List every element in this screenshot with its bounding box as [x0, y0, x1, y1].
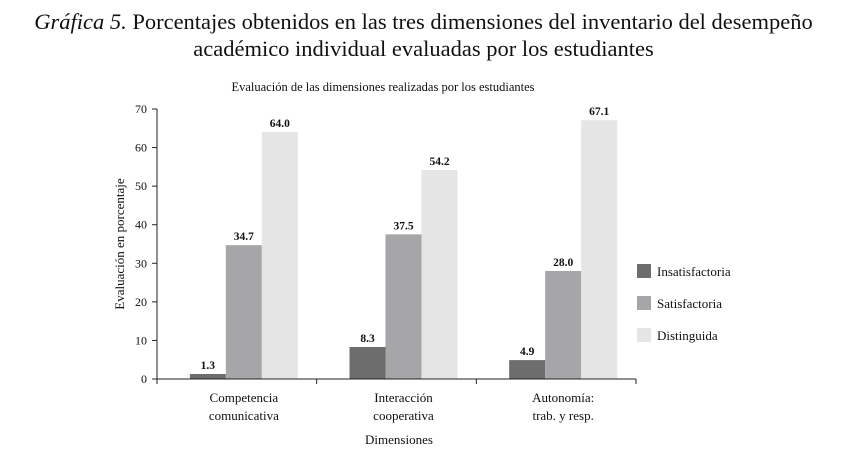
data-label: 1.3	[201, 360, 216, 372]
y-axis: 0 10 20 30 40 50 60 70	[135, 102, 158, 386]
y-tick-label: 0	[141, 372, 147, 386]
bar	[349, 346, 386, 379]
x-category-label-line: trab. y resp.	[532, 408, 593, 423]
y-tick-label: 60	[135, 141, 147, 155]
data-label: 37.5	[393, 220, 413, 232]
chart-title: Evaluación de las dimensiones realizadas…	[231, 80, 534, 94]
x-category-label: Autonomía: trab. y resp.	[532, 390, 594, 423]
data-label: 64.0	[270, 118, 290, 130]
bar	[189, 373, 226, 379]
y-tick-label: 40	[135, 218, 147, 232]
figure-label: Gráfica 5.	[34, 9, 127, 34]
x-category-label: Competencia comunicativa	[209, 390, 279, 423]
bar	[509, 360, 546, 379]
data-label: 67.1	[589, 106, 609, 118]
y-tick-label: 50	[135, 179, 147, 193]
x-category-label: Interacción cooperativa	[373, 390, 434, 423]
bar	[261, 132, 298, 379]
legend-swatch	[637, 328, 651, 342]
figure-heading: Gráfica 5. Porcentajes obtenidos en las …	[0, 8, 847, 62]
figure-heading-line1: Gráfica 5. Porcentajes obtenidos en las …	[0, 8, 847, 35]
y-tick-label: 30	[135, 256, 147, 270]
bar	[225, 245, 262, 379]
x-category-label-line: Competencia	[210, 390, 279, 405]
legend-swatch	[637, 296, 651, 310]
x-axis-title: Dimensiones	[365, 432, 433, 447]
bars: 1.3 34.7 64.0 8.3 37.5 54.2 4.9 28.0 67.1	[189, 106, 618, 379]
figure-title-line1: Porcentajes obtenidos en las tres dimens…	[132, 9, 813, 34]
data-label: 28.0	[553, 257, 573, 269]
legend-label: Insatisfactoria	[657, 264, 731, 279]
y-tick-label: 70	[135, 102, 147, 116]
data-label: 34.7	[234, 231, 254, 243]
x-axis: Competencia comunicativa Interacción cooper…	[156, 378, 637, 423]
data-label: 4.9	[520, 346, 535, 358]
x-category-label-line: comunicativa	[209, 408, 279, 423]
legend: Insatisfactoria Satisfactoria Distinguida	[637, 264, 731, 343]
y-tick-label: 20	[135, 295, 147, 309]
y-axis-title: Evaluación en porcentaje	[112, 178, 127, 310]
bar	[421, 169, 458, 379]
x-category-label-line: Interacción	[374, 390, 433, 405]
x-category-label-line: cooperativa	[373, 408, 434, 423]
bar	[385, 234, 422, 379]
legend-label: Distinguida	[657, 328, 718, 343]
bar	[581, 120, 618, 379]
legend-swatch	[637, 264, 651, 278]
y-tick-label: 10	[135, 333, 147, 347]
data-label: 54.2	[429, 156, 449, 168]
data-label: 8.3	[360, 333, 375, 345]
bar	[545, 271, 582, 379]
x-category-label-line: Autonomía:	[532, 390, 594, 405]
figure-title-line2: académico individual evaluadas por los e…	[193, 36, 654, 61]
legend-label: Satisfactoria	[657, 296, 722, 311]
